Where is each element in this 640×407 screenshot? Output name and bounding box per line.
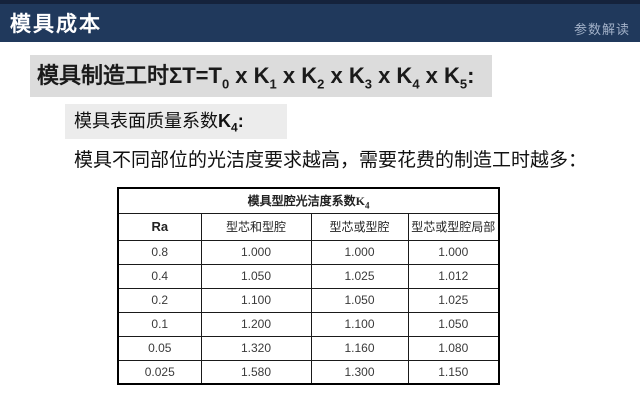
formula-subscript: 2 bbox=[317, 76, 325, 92]
table-title: 模具型腔光洁度系数K4 bbox=[117, 187, 500, 214]
formula-subscript: 3 bbox=[364, 76, 372, 92]
table-row: 0.05 1.320 1.160 1.080 bbox=[117, 335, 500, 361]
cell-ra: 0.2 bbox=[117, 287, 202, 313]
formula-banner: 模具制造工时ΣT=T0 x K1 x K2 x K3 x K4 x K5: bbox=[30, 55, 492, 97]
cell-value: 1.050 bbox=[200, 263, 312, 289]
col-header-core-or-cavity-local: 型芯或型腔局部 bbox=[407, 212, 500, 241]
cell-value: 1.025 bbox=[407, 287, 500, 313]
section-heading: 模具表面质量系数K4: bbox=[65, 104, 287, 139]
table-title-text: 模具型腔光洁度系数K bbox=[247, 194, 365, 209]
cell-value: 1.200 bbox=[200, 311, 312, 337]
cell-value: 1.000 bbox=[200, 239, 312, 265]
col-header-core-and-cavity: 型芯和型腔 bbox=[200, 212, 312, 241]
cell-value: 1.300 bbox=[310, 359, 409, 385]
formula-subscript: 1 bbox=[269, 76, 277, 92]
table-title-row: 模具型腔光洁度系数K4 bbox=[117, 187, 500, 214]
section-body-text: 模具不同部位的光洁度要求越高，需要花费的制造工时越多： bbox=[74, 150, 588, 171]
cell-ra: 0.1 bbox=[117, 311, 202, 337]
section-heading-subscript: 4 bbox=[231, 120, 238, 135]
formula-text: x K bbox=[324, 63, 365, 88]
table-header-row: Ra 型芯和型腔 型芯或型腔 型芯或型腔局部 bbox=[117, 212, 500, 241]
cell-value: 1.050 bbox=[310, 287, 409, 313]
formula-text: : bbox=[467, 63, 475, 88]
table-row: 0.8 1.000 1.000 1.000 bbox=[117, 239, 500, 265]
formula-subscript: 4 bbox=[412, 76, 420, 92]
col-header-ra: Ra bbox=[117, 212, 202, 241]
table-row: 0.025 1.580 1.300 1.150 bbox=[117, 359, 500, 385]
k4-coefficient-table: 模具型腔光洁度系数K4 Ra 型芯和型腔 型芯或型腔 型芯或型腔局部 0.8 1… bbox=[117, 187, 501, 385]
formula-subscript: 5 bbox=[459, 76, 468, 92]
formula-text: x K bbox=[419, 63, 460, 88]
header-bar: 模具成本 参数解读 bbox=[0, 0, 640, 42]
cell-value: 1.000 bbox=[407, 239, 500, 265]
cell-value: 1.100 bbox=[200, 287, 312, 313]
cell-value: 1.100 bbox=[310, 311, 409, 337]
formula-text: x K bbox=[229, 63, 270, 88]
cell-value: 1.580 bbox=[200, 359, 312, 385]
cell-value: 1.320 bbox=[200, 335, 312, 361]
cell-value: 1.000 bbox=[310, 239, 409, 265]
table-row: 0.4 1.050 1.025 1.012 bbox=[117, 263, 500, 289]
cell-value: 1.150 bbox=[407, 359, 500, 385]
page-title: 模具成本 bbox=[10, 13, 102, 36]
cell-ra: 0.025 bbox=[117, 359, 202, 385]
cell-ra: 0.05 bbox=[117, 335, 202, 361]
formula-text: x K bbox=[276, 63, 318, 88]
cell-ra: 0.8 bbox=[117, 239, 202, 265]
table-row: 0.2 1.100 1.050 1.025 bbox=[117, 287, 500, 313]
cell-value: 1.080 bbox=[407, 335, 500, 361]
header-corner-label: 参数解读 bbox=[573, 22, 630, 37]
cell-value: 1.025 bbox=[310, 263, 409, 289]
section-heading-k: K bbox=[218, 111, 231, 131]
section-heading-text: 模具表面质量系数 bbox=[74, 111, 218, 131]
formula-text: 模具制造工时ΣT=T bbox=[37, 63, 222, 88]
section-heading-colon: : bbox=[237, 111, 244, 131]
formula-subscript: 0 bbox=[221, 76, 230, 92]
formula-text: x K bbox=[371, 63, 413, 88]
table-title-subscript: 4 bbox=[364, 200, 370, 211]
table-row: 0.1 1.200 1.100 1.050 bbox=[117, 311, 500, 337]
cell-value: 1.012 bbox=[407, 263, 500, 289]
cell-value: 1.160 bbox=[310, 335, 409, 361]
col-header-core-or-cavity: 型芯或型腔 bbox=[310, 212, 409, 241]
cell-ra: 0.4 bbox=[117, 263, 202, 289]
cell-value: 1.050 bbox=[407, 311, 500, 337]
